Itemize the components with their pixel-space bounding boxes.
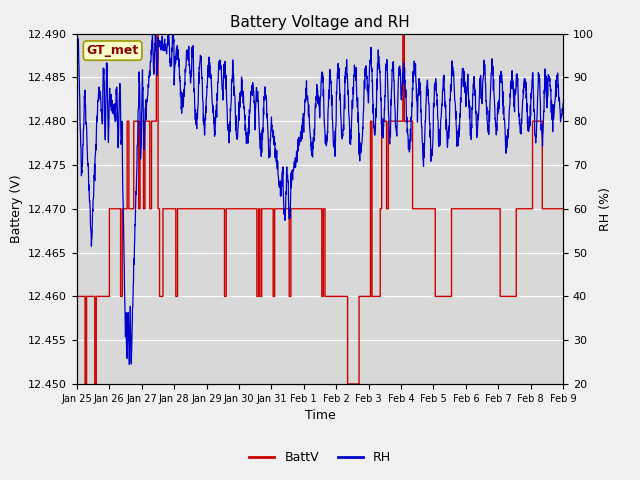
Y-axis label: RH (%): RH (%) [600,187,612,231]
Legend: BattV, RH: BattV, RH [244,446,396,469]
Y-axis label: Battery (V): Battery (V) [10,175,22,243]
Title: Battery Voltage and RH: Battery Voltage and RH [230,15,410,30]
Text: GT_met: GT_met [86,44,139,57]
X-axis label: Time: Time [305,409,335,422]
